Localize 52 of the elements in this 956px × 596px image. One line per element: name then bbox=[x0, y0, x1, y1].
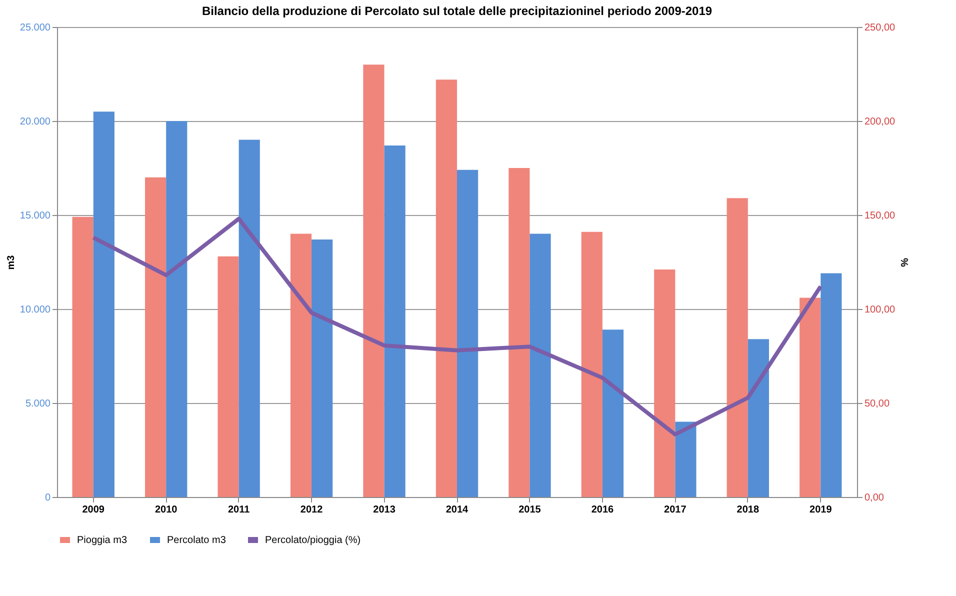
bar bbox=[726, 198, 748, 497]
y-tick-label: 10.000 bbox=[20, 304, 51, 316]
y-tick-label: 20.000 bbox=[20, 116, 51, 128]
bar bbox=[238, 140, 260, 497]
x-tick-label: 2016 bbox=[591, 504, 614, 516]
y2-tick-label: 150,00 bbox=[864, 210, 896, 222]
bar bbox=[436, 80, 457, 497]
bar bbox=[675, 422, 696, 497]
legend-label: Percolato/pioggia (%) bbox=[265, 535, 361, 546]
bar bbox=[166, 121, 188, 497]
y-tick-label: 0 bbox=[44, 492, 51, 504]
bar bbox=[93, 112, 114, 497]
bar bbox=[602, 330, 624, 497]
chart-title: Bilancio della produzione di Percolato sul totale delle precipitazioninel periodo 2009-2019 bbox=[202, 4, 712, 18]
legend-label: Percolato m3 bbox=[167, 535, 226, 546]
bar bbox=[290, 234, 312, 497]
bar bbox=[384, 145, 406, 497]
x-tick-label: 2015 bbox=[518, 504, 542, 516]
y2-tick-label: 100,00 bbox=[864, 304, 896, 316]
bar bbox=[145, 177, 166, 497]
x-tick-label: 2019 bbox=[810, 504, 832, 516]
line-series bbox=[91, 216, 823, 436]
bar bbox=[654, 270, 676, 497]
x-tick-label: 2009 bbox=[82, 504, 105, 516]
y2-tick-label: 50,00 bbox=[864, 398, 890, 410]
bar bbox=[457, 170, 478, 497]
y2-tick-label: 200,00 bbox=[864, 116, 896, 128]
x-tick-label: 2011 bbox=[228, 504, 250, 516]
y-tick-label: 15.000 bbox=[20, 210, 51, 222]
bar bbox=[508, 168, 530, 497]
bar bbox=[312, 239, 333, 497]
y2-tick-label: 250,00 bbox=[864, 22, 896, 34]
x-tick-label: 2014 bbox=[446, 504, 469, 516]
y2-tick-label: 0,00 bbox=[864, 492, 884, 504]
x-tick-label: 2010 bbox=[154, 504, 178, 516]
y-axis-title: m3 bbox=[6, 254, 17, 270]
y-tick-label: 25.000 bbox=[20, 22, 51, 34]
bar bbox=[218, 256, 239, 497]
y-tick-label: 5.000 bbox=[25, 398, 51, 410]
bar bbox=[800, 298, 821, 497]
legend-label: Pioggia m3 bbox=[77, 535, 128, 546]
bar bbox=[748, 339, 769, 497]
x-tick-label: 2017 bbox=[664, 504, 687, 516]
y2-axis-title: % bbox=[898, 258, 910, 268]
bar bbox=[363, 64, 384, 497]
bar bbox=[72, 216, 94, 497]
x-tick-label: 2012 bbox=[300, 504, 324, 516]
bar bbox=[581, 232, 602, 497]
bar bbox=[530, 234, 551, 497]
x-tick-label: 2013 bbox=[373, 504, 396, 516]
bar bbox=[820, 273, 842, 497]
x-tick-label: 2018 bbox=[736, 504, 760, 516]
